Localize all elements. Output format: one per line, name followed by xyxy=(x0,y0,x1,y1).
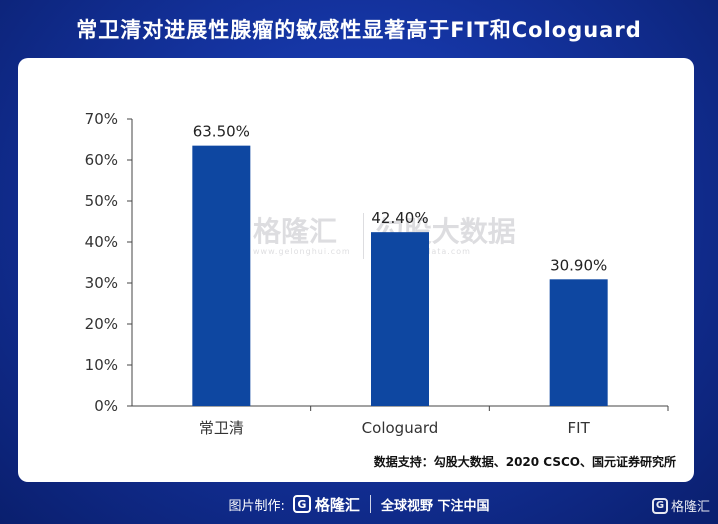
source-note: 数据支持：勾股大数据、2020 CSCO、国元证券研究所 xyxy=(373,455,676,469)
y-tick-label: 0% xyxy=(94,397,118,415)
footer: 图片制作: G 格隆汇 全球视野 下注中国 xyxy=(0,490,718,518)
y-tick-label: 50% xyxy=(85,192,118,210)
x-tick-label: FIT xyxy=(568,419,591,437)
bar-value-label: 63.50% xyxy=(193,123,250,141)
chart-panel: G 格隆汇 www.gelonghui.com 勾股大数据 www.goguda… xyxy=(18,58,694,482)
footer-divider xyxy=(369,495,371,513)
corner-brand: G 格隆汇 xyxy=(651,496,710,515)
y-tick-label: 60% xyxy=(85,151,118,169)
watermark-brand-url: www.gelonghui.com xyxy=(253,246,351,256)
bar xyxy=(549,279,608,406)
bar xyxy=(371,232,429,406)
y-tick-label: 40% xyxy=(85,233,118,251)
footer-logo-icon: G xyxy=(292,495,311,513)
x-tick-label: 常卫清 xyxy=(199,419,244,437)
bar-value-label: 30.90% xyxy=(550,256,607,274)
watermark-brand: 格隆汇 xyxy=(253,214,338,248)
y-tick-label: 70% xyxy=(85,110,118,128)
bar-value-label: 42.40% xyxy=(371,209,428,227)
footer-brand: 格隆汇 xyxy=(314,495,360,514)
corner-brand-label: 格隆汇 xyxy=(670,500,710,515)
corner-logo-icon: G xyxy=(651,497,668,514)
page-title: 常卫清对进展性腺瘤的敏感性显著高于FIT和Cologuard xyxy=(76,18,642,42)
y-tick-label: 30% xyxy=(85,274,118,292)
bar-chart: 0% 10% 20% 30% 40% 50% 60% 70% 63.50% 常卫清 42.40% Co… xyxy=(85,110,669,437)
footer-made-by-label: 图片制作: xyxy=(228,498,285,514)
watermark-divider xyxy=(362,213,364,259)
y-tick-label: 10% xyxy=(85,356,118,374)
x-tick-label: Cologuard xyxy=(362,419,439,437)
y-tick-label: 20% xyxy=(85,315,118,333)
bar xyxy=(192,145,251,406)
footer-slogan: 全球视野 下注中国 xyxy=(380,498,490,514)
